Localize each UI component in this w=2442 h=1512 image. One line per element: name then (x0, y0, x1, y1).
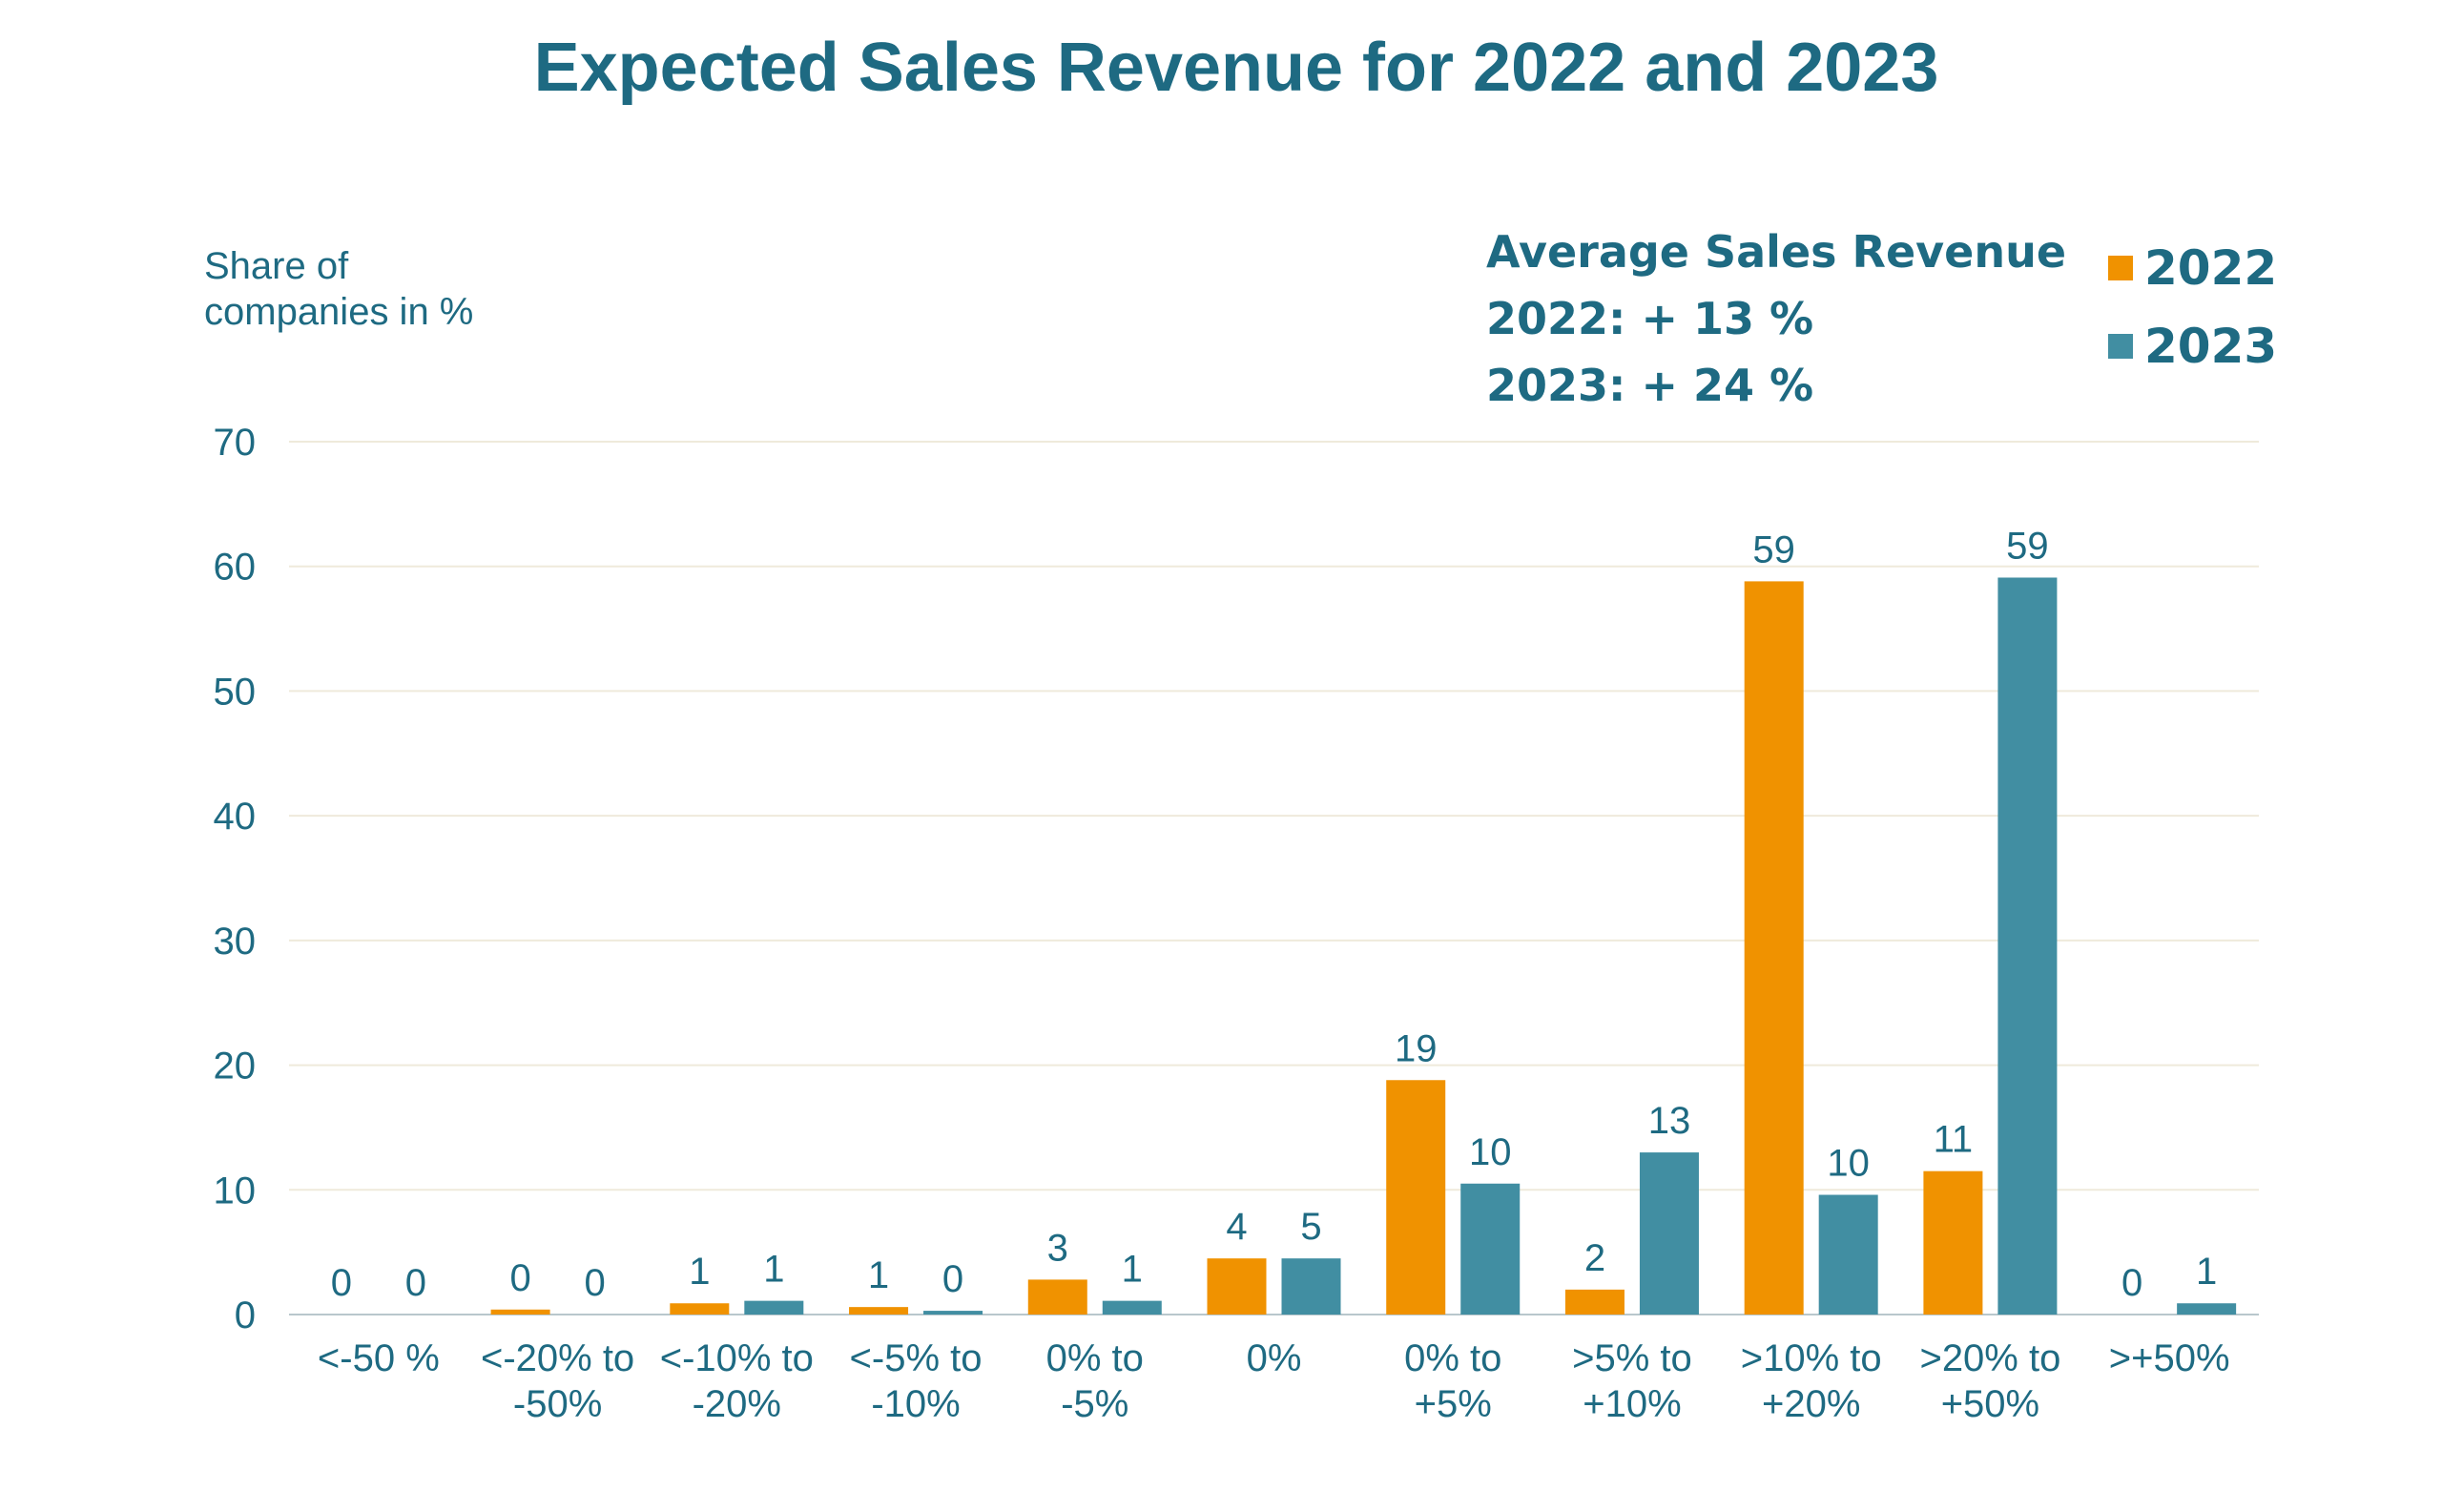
bar-2023-10 (1997, 577, 2058, 1315)
y-tick-label: 10 (214, 1170, 257, 1212)
category-label: <-5% to (850, 1337, 983, 1379)
y-tick-label: 30 (214, 921, 257, 963)
category-label: -10% (871, 1383, 960, 1425)
value-label-2022: 59 (1752, 528, 1795, 570)
category-label: 0% (1247, 1337, 1302, 1379)
category-label: +20% (1762, 1383, 1860, 1425)
value-label-2022: 0 (2121, 1262, 2142, 1304)
value-label-2022: 0 (331, 1262, 352, 1304)
value-label-2023: 10 (1469, 1131, 1512, 1173)
bar-2022-9 (1744, 581, 1804, 1315)
bar-2023-4 (923, 1311, 983, 1315)
category-label: +50% (1941, 1383, 2039, 1425)
y-axis-label: Share of (204, 245, 349, 287)
category-label: >+50% (2109, 1337, 2230, 1379)
bar-2023-3 (744, 1300, 804, 1315)
annotation-line: 2023: + 24 % (1486, 360, 1813, 411)
value-label-2022: 1 (868, 1254, 889, 1296)
value-label-2022: 11 (1934, 1119, 1974, 1161)
category-label: >5% to (1572, 1337, 1692, 1379)
value-label-2022: 19 (1395, 1027, 1438, 1069)
y-tick-label: 50 (214, 671, 257, 713)
legend-label-2022: 2022 (2144, 240, 2277, 296)
value-label-2022: 0 (509, 1257, 530, 1299)
y-tick-label: 40 (214, 796, 257, 838)
bar-2023-11 (2177, 1303, 2237, 1315)
bar-2022-7 (1386, 1080, 1446, 1315)
value-label-2023: 10 (1827, 1143, 1870, 1185)
bar-2022-4 (849, 1307, 909, 1315)
legend-swatch-2022 (2108, 256, 2133, 280)
chart-title: Expected Sales Revenue for 2022 and 2023 (534, 30, 1939, 106)
value-label-2023: 0 (942, 1258, 963, 1300)
category-label: -20% (693, 1383, 781, 1425)
value-label-2023: 0 (405, 1262, 426, 1304)
category-label: >20% to (1919, 1337, 2060, 1379)
category-label: <-20% to (481, 1337, 634, 1379)
category-label: <-10% to (660, 1337, 814, 1379)
legend-swatch-2023 (2108, 334, 2133, 359)
value-label-2023: 5 (1300, 1206, 1321, 1248)
annotation-heading: Average Sales Revenue (1486, 226, 2066, 278)
y-tick-label: 60 (214, 547, 257, 589)
bar-2022-8 (1564, 1289, 1625, 1315)
annotation-line: 2022: + 13 % (1486, 293, 1813, 344)
category-label: +5% (1415, 1383, 1492, 1425)
value-label-2023: 1 (1122, 1249, 1143, 1291)
category-label: -5% (1061, 1383, 1128, 1425)
bar-2023-7 (1460, 1183, 1521, 1315)
bar-2023-5 (1102, 1300, 1162, 1315)
category-label: >10% to (1741, 1337, 1882, 1379)
y-tick-label: 20 (214, 1046, 257, 1087)
value-label-2022: 3 (1047, 1227, 1068, 1269)
y-tick-label: 70 (214, 422, 257, 464)
bar-2023-9 (1818, 1194, 1878, 1315)
value-label-2022: 1 (689, 1251, 710, 1293)
value-label-2023: 0 (584, 1262, 605, 1304)
category-label: 0% to (1404, 1337, 1501, 1379)
bar-2023-8 (1639, 1152, 1699, 1315)
value-label-2023: 13 (1648, 1100, 1691, 1142)
category-label: +10% (1583, 1383, 1681, 1425)
value-label-2023: 1 (2196, 1251, 2217, 1293)
bar-2022-2 (490, 1309, 550, 1315)
legend-label-2023: 2023 (2144, 319, 2277, 374)
bar-2023-6 (1281, 1258, 1341, 1315)
value-label-2023: 1 (763, 1249, 784, 1291)
y-tick-label: 0 (235, 1295, 256, 1336)
bar-2022-3 (670, 1303, 730, 1315)
bar-2022-6 (1207, 1258, 1267, 1315)
y-axis-label: companies in % (204, 291, 473, 333)
value-label-2022: 4 (1226, 1206, 1247, 1248)
category-label: 0% to (1046, 1337, 1144, 1379)
category-label: <-50 % (318, 1337, 440, 1379)
value-label-2022: 2 (1584, 1237, 1605, 1279)
bar-2022-5 (1027, 1279, 1087, 1315)
category-label: -50% (513, 1383, 602, 1425)
value-label-2023: 59 (2006, 525, 2049, 567)
bar-2022-10 (1923, 1170, 1983, 1315)
